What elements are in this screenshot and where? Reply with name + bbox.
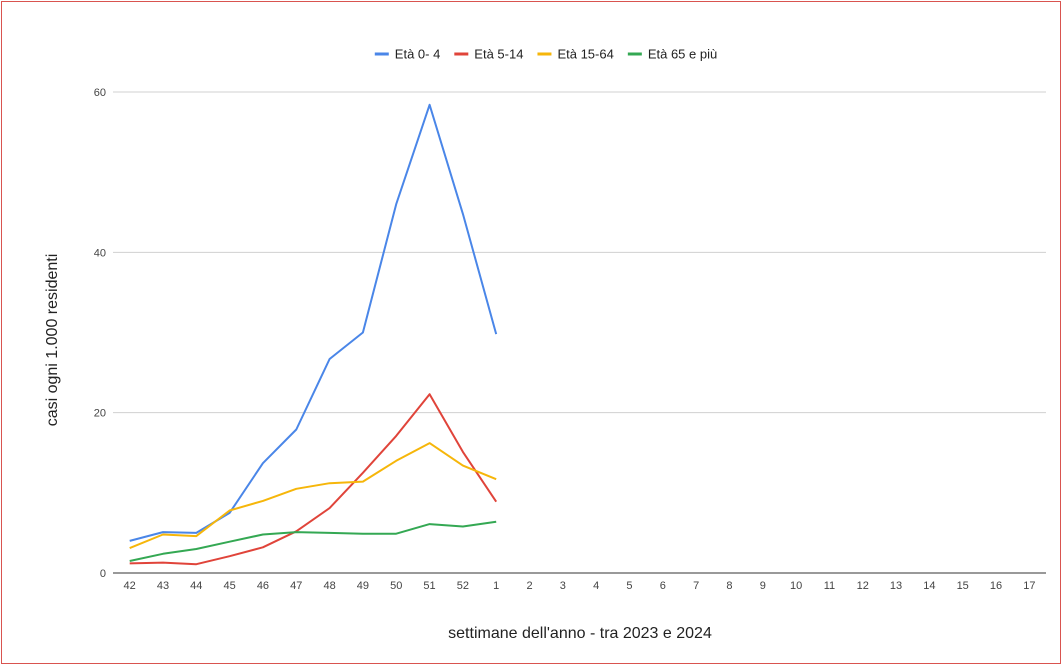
y-tick-label: 0 bbox=[100, 568, 106, 580]
y-axis-title: casi ogni 1.000 residenti bbox=[44, 254, 61, 427]
x-tick-label: 9 bbox=[760, 580, 766, 592]
x-tick-label: 4 bbox=[593, 580, 599, 592]
x-tick-label: 3 bbox=[560, 580, 566, 592]
series-lines bbox=[129, 103, 498, 566]
x-tick-label: 45 bbox=[224, 580, 236, 592]
x-tick-label: 47 bbox=[290, 580, 302, 592]
legend: Età 0- 4 Età 5-14 Età 15-64 Età 65 e più bbox=[374, 47, 717, 62]
x-tick-label: 1 bbox=[493, 580, 499, 592]
x-axis-title: settimane dell'anno - tra 2023 e 2024 bbox=[448, 625, 712, 642]
x-tick-label: 46 bbox=[257, 580, 269, 592]
x-axis-ticks: 42 43 44 45 46 47 48 49 50 51 52 1 2 3 4 5 6 7 8 9 10 11 12 13 1… bbox=[124, 580, 1036, 592]
x-tick-label: 43 bbox=[157, 580, 169, 592]
x-tick-label: 50 bbox=[390, 580, 402, 592]
x-tick-label: 52 bbox=[457, 580, 469, 592]
x-tick-label: 15 bbox=[957, 580, 969, 592]
x-tick-label: 11 bbox=[824, 580, 835, 592]
x-tick-label: 7 bbox=[693, 580, 699, 592]
legend-label: Età 15-64 bbox=[557, 47, 613, 62]
x-tick-label: 44 bbox=[190, 580, 202, 592]
x-tick-label: 12 bbox=[857, 580, 869, 592]
x-tick-label: 10 bbox=[790, 580, 802, 592]
x-tick-label: 8 bbox=[726, 580, 732, 592]
x-tick-label: 51 bbox=[423, 580, 435, 592]
x-tick-label: 42 bbox=[124, 580, 136, 592]
y-tick-label: 60 bbox=[94, 87, 106, 99]
x-tick-label: 13 bbox=[890, 580, 902, 592]
legend-label: Età 65 e più bbox=[648, 47, 717, 62]
series-line bbox=[129, 103, 498, 542]
x-tick-label: 2 bbox=[526, 580, 532, 592]
x-tick-label: 48 bbox=[323, 580, 335, 592]
x-tick-label: 5 bbox=[626, 580, 632, 592]
x-tick-label: 6 bbox=[660, 580, 666, 592]
x-tick-label: 14 bbox=[923, 580, 935, 592]
legend-label: Età 5-14 bbox=[474, 47, 523, 62]
y-axis-ticks: 0 20 40 60 bbox=[94, 87, 106, 580]
y-tick-label: 40 bbox=[94, 247, 106, 259]
y-tick-label: 20 bbox=[94, 408, 106, 420]
series-line bbox=[129, 442, 497, 550]
x-tick-label: 49 bbox=[357, 580, 369, 592]
gridlines bbox=[113, 91, 1046, 574]
legend-label: Età 0- 4 bbox=[395, 47, 441, 62]
series-line bbox=[129, 393, 498, 566]
x-tick-label: 17 bbox=[1023, 580, 1035, 592]
x-tick-label: 16 bbox=[990, 580, 1002, 592]
series-line bbox=[129, 520, 497, 562]
